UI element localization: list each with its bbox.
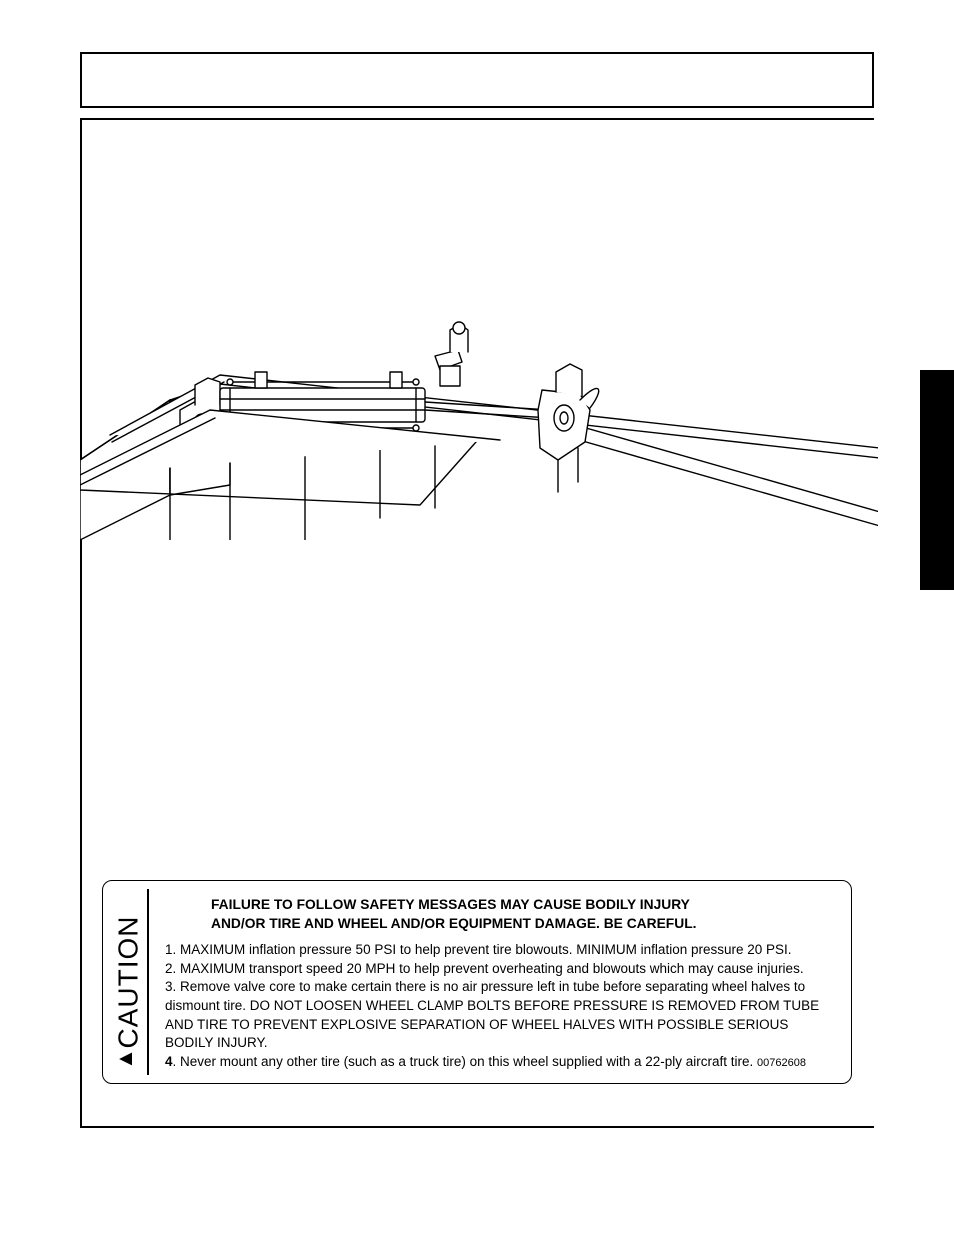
caution-header: FAILURE TO FOLLOW SAFETY MESSAGES MAY CA… (165, 895, 835, 933)
content-frame: ▲ CAUTION FAILURE TO FOLLOW SAFETY MESSA… (80, 118, 874, 1128)
caution-header-line2: AND/OR TIRE AND WHEEL AND/OR EQUIPMENT D… (211, 916, 696, 931)
caution-label: CAUTION (114, 916, 142, 1049)
caution-box: ▲ CAUTION FAILURE TO FOLLOW SAFETY MESSA… (102, 880, 852, 1084)
caution-item-1: 1. MAXIMUM inflation pressure 50 PSI to … (165, 941, 835, 960)
caution-content: FAILURE TO FOLLOW SAFETY MESSAGES MAY CA… (149, 889, 841, 1075)
warning-triangle-icon: ▲ (112, 1049, 138, 1071)
caution-item-3: 3. Remove valve core to make certain the… (165, 978, 835, 1053)
caution-item-4: 4. Never mount any other tire (such as a… (165, 1053, 835, 1072)
caution-header-line1: FAILURE TO FOLLOW SAFETY MESSAGES MAY CA… (211, 897, 690, 912)
side-tab (920, 370, 954, 590)
header-frame (80, 52, 874, 108)
cylinder-drawing-icon (80, 260, 878, 540)
technical-illustration (80, 260, 878, 540)
caution-item-2: 2. MAXIMUM transport speed 20 MPH to hel… (165, 960, 835, 979)
caution-label-column: ▲ CAUTION (109, 889, 149, 1075)
caution-body: 1. MAXIMUM inflation pressure 50 PSI to … (165, 941, 835, 1071)
part-number: 00762608 (757, 1057, 806, 1069)
